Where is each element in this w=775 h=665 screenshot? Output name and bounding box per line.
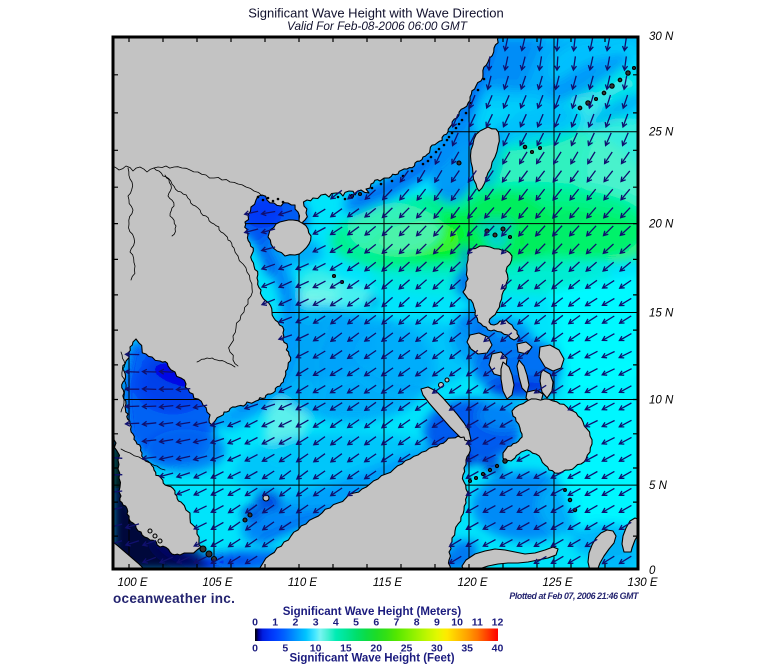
svg-text:15: 15: [340, 643, 352, 655]
svg-text:11: 11: [472, 617, 483, 629]
svg-text:10: 10: [451, 617, 463, 629]
svg-text:0: 0: [252, 617, 258, 629]
svg-text:Plotted at Feb 07, 2006 21:46: Plotted at Feb 07, 2006 21:46 GMT: [509, 591, 639, 601]
svg-text:105 E: 105 E: [202, 577, 232, 589]
svg-text:1: 1: [272, 617, 278, 629]
svg-text:Significant Wave Height with W: Significant Wave Height with Wave Direct…: [248, 6, 504, 21]
svg-text:12: 12: [492, 617, 504, 629]
svg-text:Valid For Feb-08-2006 06:00 GM: Valid For Feb-08-2006 06:00 GMT: [287, 19, 468, 33]
svg-text:25 N: 25 N: [648, 127, 674, 139]
svg-text:5 N: 5 N: [649, 480, 668, 492]
svg-text:20: 20: [370, 643, 382, 655]
svg-text:Significant Wave Height (Feet): Significant Wave Height (Feet): [289, 653, 454, 665]
svg-text:130 E: 130 E: [627, 577, 657, 589]
svg-text:30 N: 30 N: [649, 31, 674, 43]
svg-text:20 N: 20 N: [648, 219, 674, 231]
svg-text:oceanweather inc.: oceanweather inc.: [113, 591, 235, 606]
svg-text:6: 6: [373, 617, 379, 629]
svg-text:0: 0: [252, 643, 258, 655]
svg-text:7: 7: [394, 617, 400, 629]
svg-text:5: 5: [353, 617, 359, 629]
svg-text:125 E: 125 E: [542, 577, 572, 589]
svg-text:Significant Wave Height (Meter: Significant Wave Height (Meters): [283, 606, 462, 618]
svg-text:110 E: 110 E: [288, 577, 318, 589]
svg-text:115 E: 115 E: [373, 577, 403, 589]
svg-text:0: 0: [649, 565, 656, 577]
svg-text:35: 35: [461, 643, 473, 655]
svg-text:100 E: 100 E: [117, 577, 147, 589]
svg-text:25: 25: [401, 643, 413, 655]
svg-text:15 N: 15 N: [649, 308, 674, 320]
svg-text:10 N: 10 N: [649, 394, 674, 406]
svg-text:3: 3: [313, 617, 319, 629]
svg-text:5: 5: [282, 643, 288, 655]
svg-text:40: 40: [492, 643, 504, 655]
svg-text:8: 8: [414, 617, 420, 629]
svg-text:30: 30: [431, 643, 443, 655]
svg-text:10: 10: [310, 643, 322, 655]
svg-text:120 E: 120 E: [457, 577, 487, 589]
svg-text:9: 9: [434, 617, 440, 629]
svg-text:4: 4: [333, 617, 339, 629]
svg-text:2: 2: [292, 617, 298, 629]
